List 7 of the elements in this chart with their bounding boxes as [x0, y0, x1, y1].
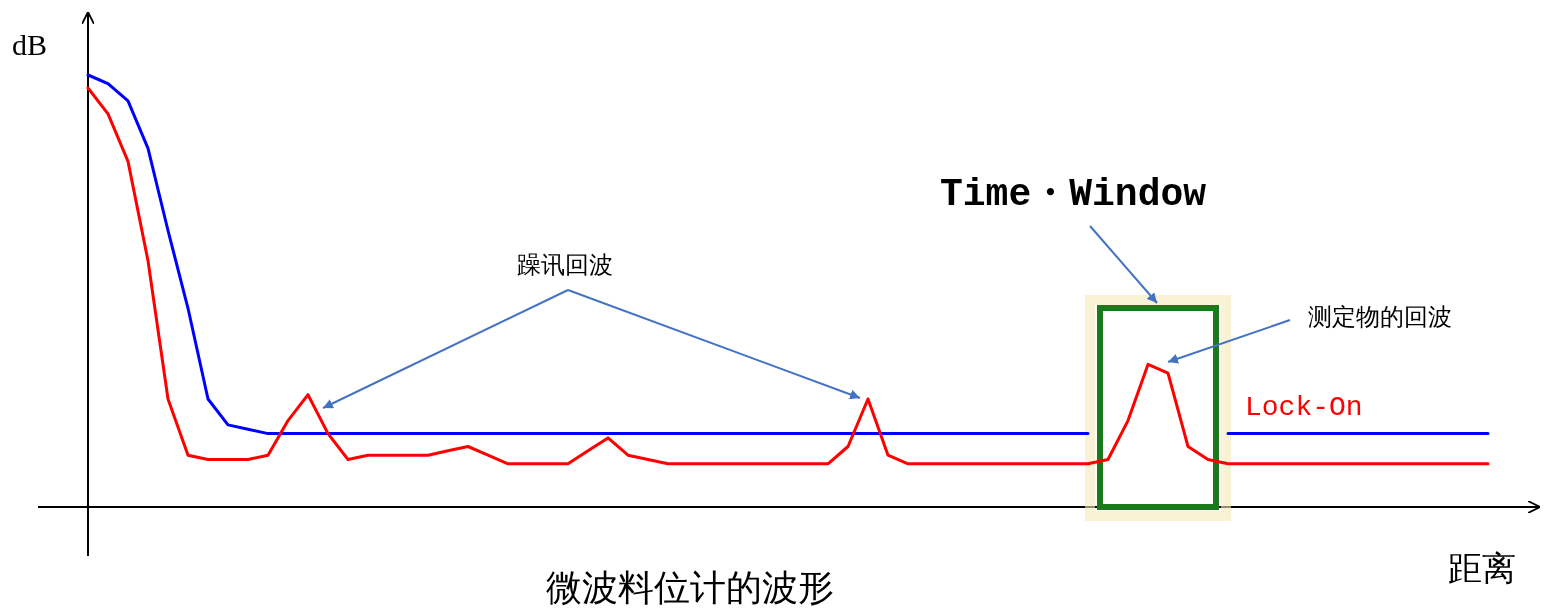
annotation: Time・Window	[940, 173, 1207, 216]
y-axis-title: dB	[12, 28, 48, 61]
x-axis-title: 距离	[1448, 548, 1516, 588]
annotation: 躁讯回波	[517, 251, 613, 279]
series-label: Lock-On	[1245, 392, 1363, 423]
annotation: 测定物的回波	[1308, 303, 1452, 331]
text: 微波料位计的波形	[546, 567, 834, 608]
